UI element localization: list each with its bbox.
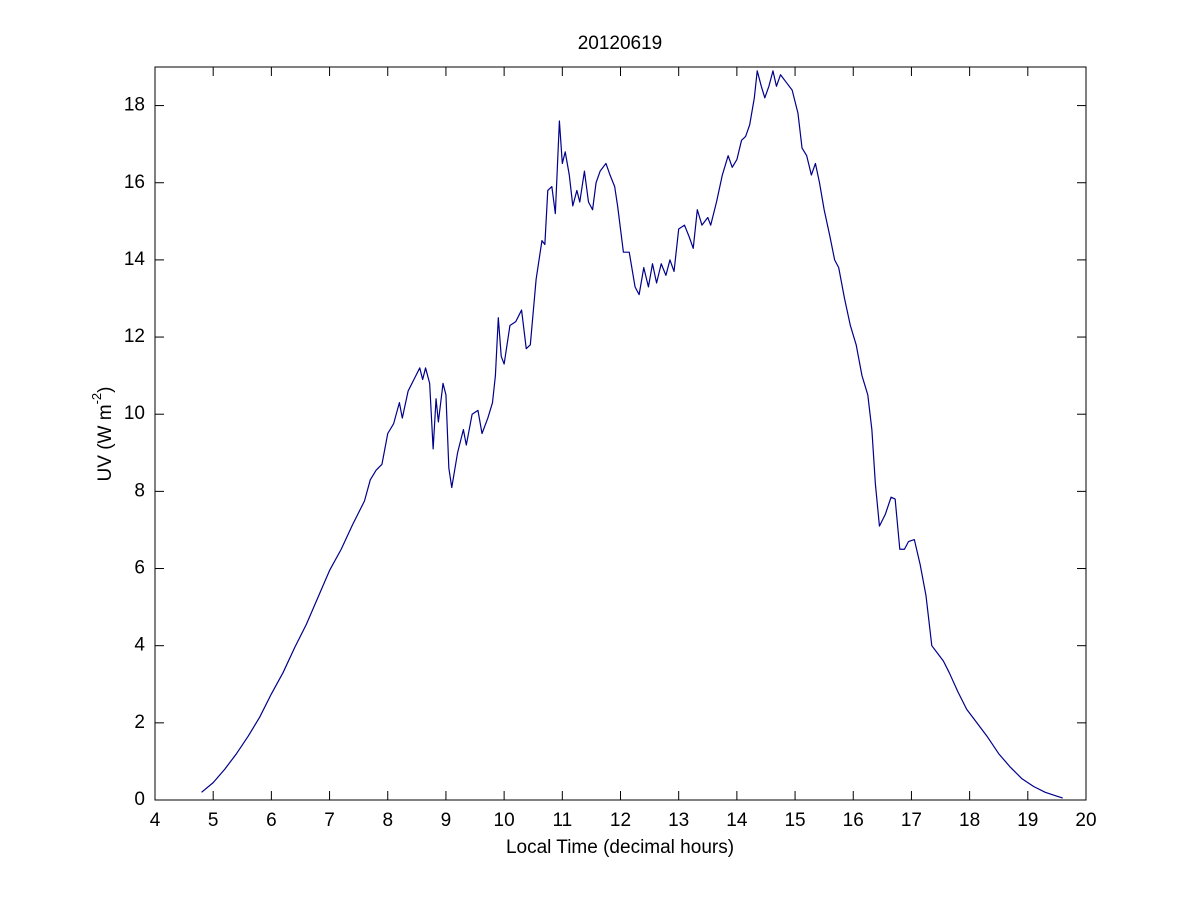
x-tick-label: 5 xyxy=(208,810,219,831)
y-tick-label: 16 xyxy=(124,172,145,193)
x-tick-label: 19 xyxy=(1017,810,1038,831)
x-axis-label: Local Time (decimal hours) xyxy=(506,837,734,858)
y-axis-label: UV (W m-2) xyxy=(89,387,116,482)
x-tick-label: 12 xyxy=(610,810,631,831)
y-tick-label: 2 xyxy=(134,712,145,733)
x-tick-label: 14 xyxy=(726,810,748,831)
x-tick-label: 18 xyxy=(959,810,980,831)
y-label-superscript: -2 xyxy=(89,393,104,405)
x-tick-label: 11 xyxy=(552,810,572,831)
y-tick-label: 8 xyxy=(134,480,145,501)
y-label-suffix: ) xyxy=(95,387,116,393)
y-tick-label: 0 xyxy=(134,789,145,810)
y-label-text: UV (W m xyxy=(95,404,116,481)
x-tick-label: 9 xyxy=(441,810,452,831)
x-tick-label: 10 xyxy=(494,810,515,831)
x-tick-label: 7 xyxy=(324,810,335,831)
x-tick-label: 17 xyxy=(901,810,922,831)
x-tick-label: 16 xyxy=(843,810,864,831)
y-tick-label: 18 xyxy=(124,95,145,116)
chart-title: 20120619 xyxy=(578,33,663,54)
y-tick-label: 10 xyxy=(124,403,145,424)
x-tick-label: 13 xyxy=(668,810,689,831)
data-line xyxy=(201,70,1063,799)
plot-frame xyxy=(154,66,1087,801)
x-tick-label: 15 xyxy=(784,810,805,831)
x-tick-label: 8 xyxy=(382,810,393,831)
x-tick-label: 20 xyxy=(1075,810,1096,831)
y-tick-label: 12 xyxy=(124,326,145,347)
y-tick-label: 6 xyxy=(134,558,145,579)
y-tick-label: 14 xyxy=(124,249,146,270)
y-tick-label: 4 xyxy=(134,635,145,656)
x-tick-label: 4 xyxy=(150,810,161,831)
x-tick-label: 6 xyxy=(266,810,277,831)
